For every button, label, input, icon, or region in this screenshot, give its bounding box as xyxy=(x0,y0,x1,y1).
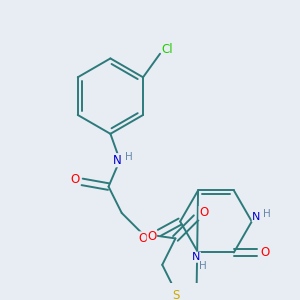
Text: O: O xyxy=(260,246,270,259)
Text: S: S xyxy=(172,290,179,300)
Text: N: N xyxy=(192,252,200,262)
Text: N: N xyxy=(252,212,261,222)
Text: H: H xyxy=(263,209,271,219)
Text: O: O xyxy=(139,232,148,245)
Text: O: O xyxy=(70,173,79,187)
Text: H: H xyxy=(199,261,207,271)
Text: Cl: Cl xyxy=(162,43,173,56)
Text: O: O xyxy=(199,206,208,220)
Text: O: O xyxy=(147,230,157,243)
Text: H: H xyxy=(125,152,133,162)
Text: N: N xyxy=(112,154,122,167)
